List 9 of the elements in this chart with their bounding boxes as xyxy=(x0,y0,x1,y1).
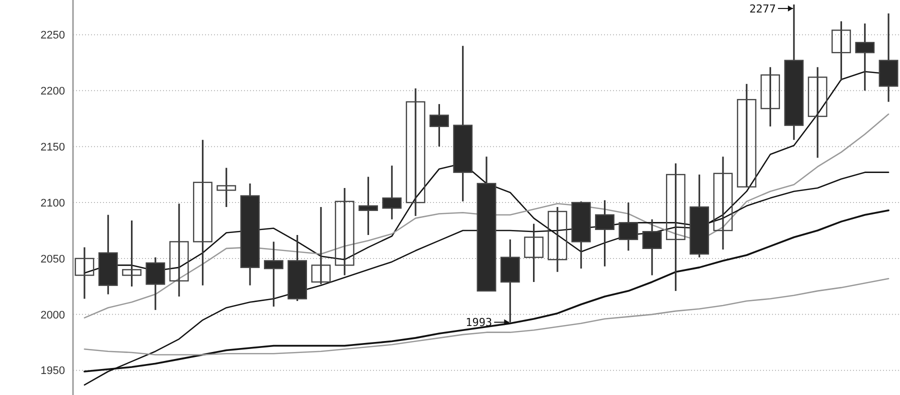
y-tick-label: 2150 xyxy=(40,141,65,154)
annotation: 2277 xyxy=(749,2,776,16)
y-tick-label: 2050 xyxy=(40,253,65,266)
y-tick-label: 2000 xyxy=(40,309,65,322)
y-tick-label: 2100 xyxy=(40,197,65,210)
y-tick-label: 1950 xyxy=(40,365,65,378)
annotation: 1993 xyxy=(466,316,492,330)
y-tick-label: 2250 xyxy=(40,30,65,42)
y-tick-label: 2200 xyxy=(40,85,65,98)
